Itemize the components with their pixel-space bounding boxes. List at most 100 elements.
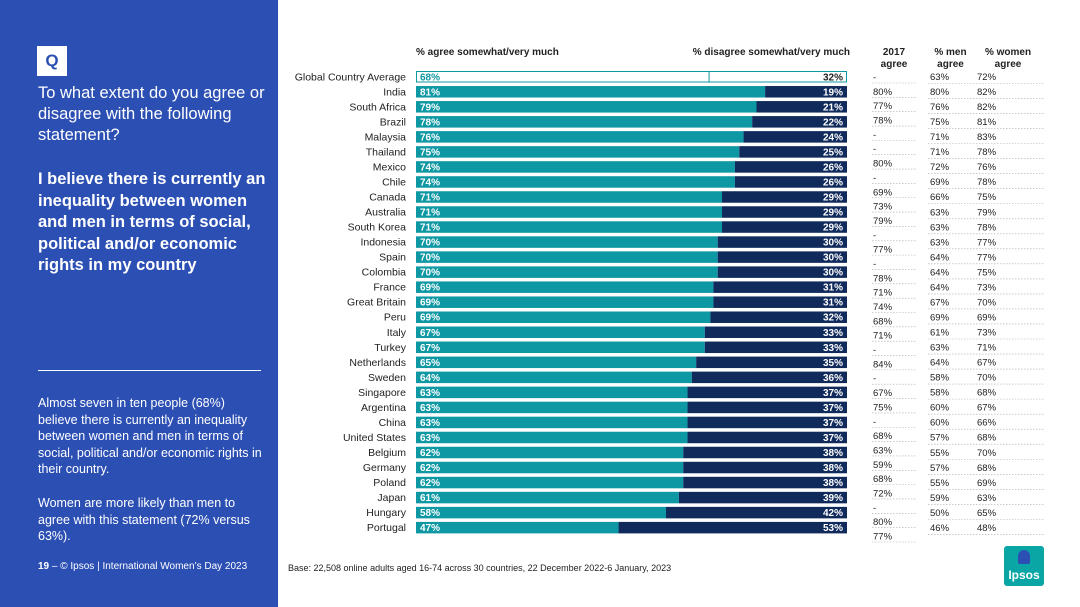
base-note: Base: 22,508 online adults aged 16-74 ac… [288,563,672,573]
agree-value-label: 75% [420,147,440,158]
agree-bar [416,191,723,203]
agree-2017-value: 68% [873,316,893,327]
agree-bar [416,386,688,399]
agree-bar [416,251,718,263]
disagree-bar [687,416,847,429]
agree-value-label: 79% [420,102,440,113]
agree-bar [416,326,705,339]
page-number: 19 [38,561,50,572]
disagree-bar [765,86,847,98]
agree-2017-value: 72% [873,488,893,499]
agree-2017-value: 69% [873,187,893,198]
agree-value-label: 71% [420,192,440,203]
agree-value-label: 62% [420,478,440,489]
men-agree-value: 63% [930,237,950,248]
men-agree-value: 60% [930,403,950,414]
women-agree-value: 70% [977,373,997,384]
women-agree-value: 68% [977,433,997,444]
women-agree-value: 67% [977,403,997,414]
agree-value-label: 64% [420,373,440,384]
agree-bar [416,146,740,158]
women-agree-value: 78% [977,177,997,188]
category-label: South Korea [348,222,407,234]
agree-bar [416,521,619,534]
agree-2017-value: - [873,503,876,514]
disagree-bar [618,521,847,534]
agree-2017-value: 75% [873,402,893,413]
agree-2017-value: - [873,374,876,385]
disagree-header: % disagree somewhat/very much [692,47,850,58]
agree-bar [416,86,766,98]
disagree-value-label: 19% [823,87,843,98]
agree-2017-value: 59% [873,460,893,471]
agree-value-label: 74% [420,177,440,188]
agree-2017-value: 63% [873,445,893,456]
agree-2017-value: 77% [873,532,893,543]
women-agree-value: 81% [977,117,997,128]
category-label: Germany [363,462,407,474]
men-agree-value: 64% [930,252,950,263]
agree-value-label: 63% [420,418,440,429]
disagree-bar [743,131,847,143]
category-label: Malaysia [365,131,407,143]
col-men-header: % men agree [928,47,973,71]
agree-2017-value: 79% [873,216,893,227]
disagree-bar [756,101,847,113]
divider [38,370,261,371]
disagree-value-label: 32% [823,313,843,324]
category-label: Chile [382,176,406,188]
disagree-value-label: 42% [823,508,843,519]
bar-global-outline [416,71,847,83]
agree-value-label: 70% [420,268,440,279]
disagree-bar [678,491,847,504]
men-agree-value: 55% [930,448,950,459]
agree-2017-value: - [873,345,876,356]
agree-value-label: 81% [420,87,440,98]
disagree-bar [734,161,847,173]
disagree-value-label: 31% [823,283,843,294]
summary-paragraph-1: Almost seven in ten people (68%) believe… [38,396,262,476]
women-agree-value: 71% [977,343,997,354]
agree-value-label: 71% [420,223,440,234]
agree-bar [416,461,684,474]
q-badge: Q [37,46,67,76]
agree-2017-value: 71% [873,288,893,299]
agree-value-label: 47% [420,523,440,534]
col-men-header-line1: % men [934,47,967,58]
disagree-bar [710,311,847,323]
col-2017-header: 2017 agree [870,47,918,71]
disagree-bar [752,116,847,128]
women-agree-value: 68% [977,388,997,399]
women-agree-value: 48% [977,523,997,534]
agree-value-label: 74% [420,162,440,173]
disagree-value-label: 37% [823,388,843,399]
women-agree-value: 78% [977,222,997,233]
agree-bar [416,371,692,384]
agree-bar [416,221,723,233]
women-agree-value: 79% [977,207,997,218]
women-agree-value: 78% [977,147,997,158]
agree-2017-value: 68% [873,431,893,442]
women-agree-value: 66% [977,418,997,429]
category-label: United States [343,432,406,444]
disagree-bar [717,251,847,263]
disagree-value-label: 26% [823,162,843,173]
agree-2017-value: 67% [873,388,893,399]
men-agree-value: 69% [930,312,950,323]
disagree-value-label: 38% [823,463,843,474]
men-agree-value: 63% [930,207,950,218]
category-label: Canada [369,191,406,203]
category-label: Spain [379,252,406,264]
agree-bar [416,296,714,308]
men-agree-value: 55% [930,478,950,489]
category-label: Thailand [366,146,406,158]
women-agree-value: 70% [977,448,997,459]
agree-value-label: 61% [420,493,440,504]
category-label: Singapore [358,387,406,399]
disagree-value-label: 29% [823,223,843,234]
women-agree-value: 77% [977,252,997,263]
summary-paragraph-2: Women are more likely than men to agree … [38,496,250,543]
disagree-bar [665,506,847,519]
agree-bar [416,281,714,293]
agree-2017-value: - [873,130,876,141]
